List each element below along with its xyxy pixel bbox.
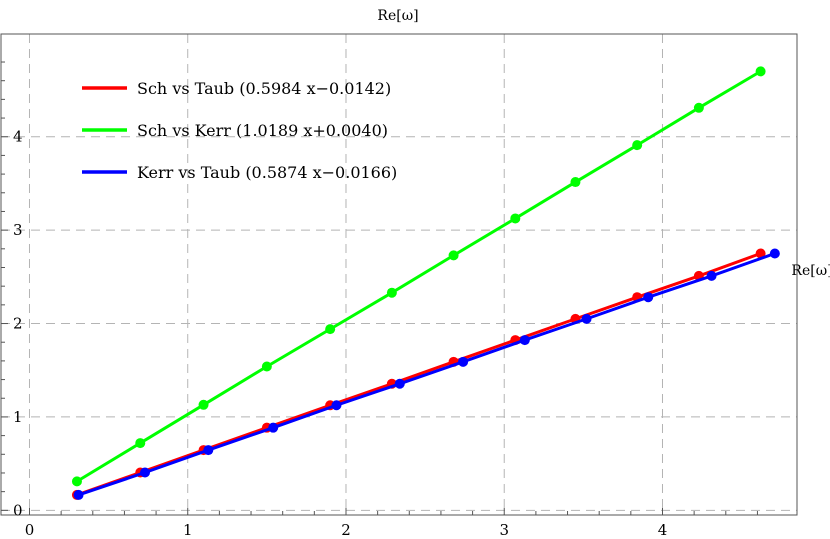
legend-label: Kerr vs Taub (0.5874 x−0.0166) [137, 163, 397, 182]
y-tick-label: 1 [13, 408, 23, 426]
data-point [268, 422, 279, 433]
grid [1, 34, 797, 515]
legend-item: Sch vs Taub (0.5984 x−0.0142) [82, 79, 391, 98]
x-tick-label: 2 [341, 521, 351, 539]
legend-item: Sch vs Kerr (1.0189 x+0.0040) [82, 121, 388, 140]
legend-label: Sch vs Taub (0.5984 x−0.0142) [137, 79, 391, 98]
series-line [76, 70, 762, 483]
data-point [203, 445, 214, 456]
x-tick-label: 0 [25, 521, 35, 539]
x-tick-label: 1 [183, 521, 193, 539]
data-point [140, 467, 151, 478]
legend-item: Kerr vs Taub (0.5874 x−0.0166) [82, 163, 397, 182]
x-tick-label: 3 [499, 521, 509, 539]
legend: Sch vs Taub (0.5984 x−0.0142) Sch vs Kerr… [82, 79, 397, 182]
y-axis-title: Re[ω] [791, 263, 830, 279]
data-point [448, 250, 459, 261]
series-line [78, 252, 776, 497]
series-1 [71, 66, 766, 487]
axis-ticks: 0 1 2 3 4 0 1 2 3 4 [1, 61, 758, 539]
data-point [519, 335, 530, 346]
data-point [570, 177, 581, 188]
data-point [755, 66, 766, 77]
data-point [71, 476, 82, 487]
data-point [769, 248, 780, 259]
data-point [581, 313, 592, 324]
data-point [325, 324, 336, 335]
y-tick-label: 3 [13, 221, 23, 239]
top-axis-title: Re[ω] [377, 8, 418, 24]
y-tick-label: 0 [13, 501, 23, 519]
x-tick-label: 4 [658, 521, 668, 539]
data-point [386, 287, 397, 298]
series-2 [73, 248, 780, 500]
series-layer [71, 66, 780, 500]
data-point [755, 248, 766, 259]
y-tick-label: 4 [13, 128, 23, 146]
plot-frame [0, 33, 798, 516]
data-point [394, 378, 405, 389]
data-point [693, 102, 704, 113]
data-point [458, 356, 469, 367]
data-point [510, 213, 521, 224]
y-tick-label: 2 [13, 315, 23, 333]
data-point [261, 361, 272, 372]
data-point [632, 140, 643, 151]
data-point [198, 399, 209, 410]
data-point [135, 438, 146, 449]
data-point [643, 292, 654, 303]
legend-label: Sch vs Kerr (1.0189 x+0.0040) [137, 121, 388, 140]
data-point [331, 400, 342, 411]
data-point [706, 270, 717, 281]
data-point [73, 489, 84, 500]
